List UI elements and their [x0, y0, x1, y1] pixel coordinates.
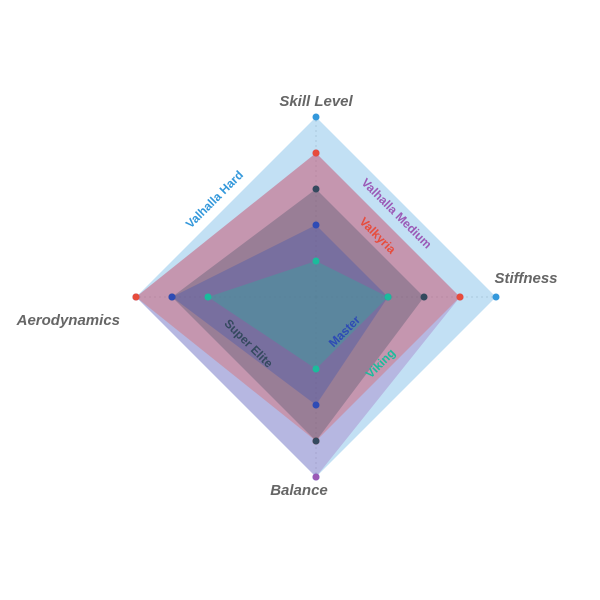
- data-point: [312, 149, 320, 157]
- axis-label: Aerodynamics: [16, 312, 120, 329]
- data-point: [312, 365, 320, 373]
- series-area: [172, 225, 388, 405]
- axis-label: Stiffness: [494, 270, 557, 287]
- data-point: [456, 293, 464, 301]
- data-point: [420, 293, 428, 301]
- axis-label: Balance: [270, 482, 328, 499]
- data-point: [312, 221, 320, 229]
- axis-label: Skill Level: [279, 93, 353, 110]
- series-area: [136, 153, 460, 441]
- series-area: [136, 153, 460, 477]
- data-point: [312, 185, 320, 193]
- data-point: [312, 257, 320, 265]
- data-point: [312, 437, 320, 445]
- data-point: [168, 293, 176, 301]
- series-area: [172, 189, 424, 441]
- data-point: [312, 401, 320, 409]
- data-point: [312, 473, 320, 481]
- data-point: [204, 293, 212, 301]
- series-area: [208, 261, 388, 369]
- data-point: [492, 293, 500, 301]
- data-point: [384, 293, 392, 301]
- data-point: [312, 113, 320, 121]
- data-point: [132, 293, 140, 301]
- series-area: [136, 117, 496, 477]
